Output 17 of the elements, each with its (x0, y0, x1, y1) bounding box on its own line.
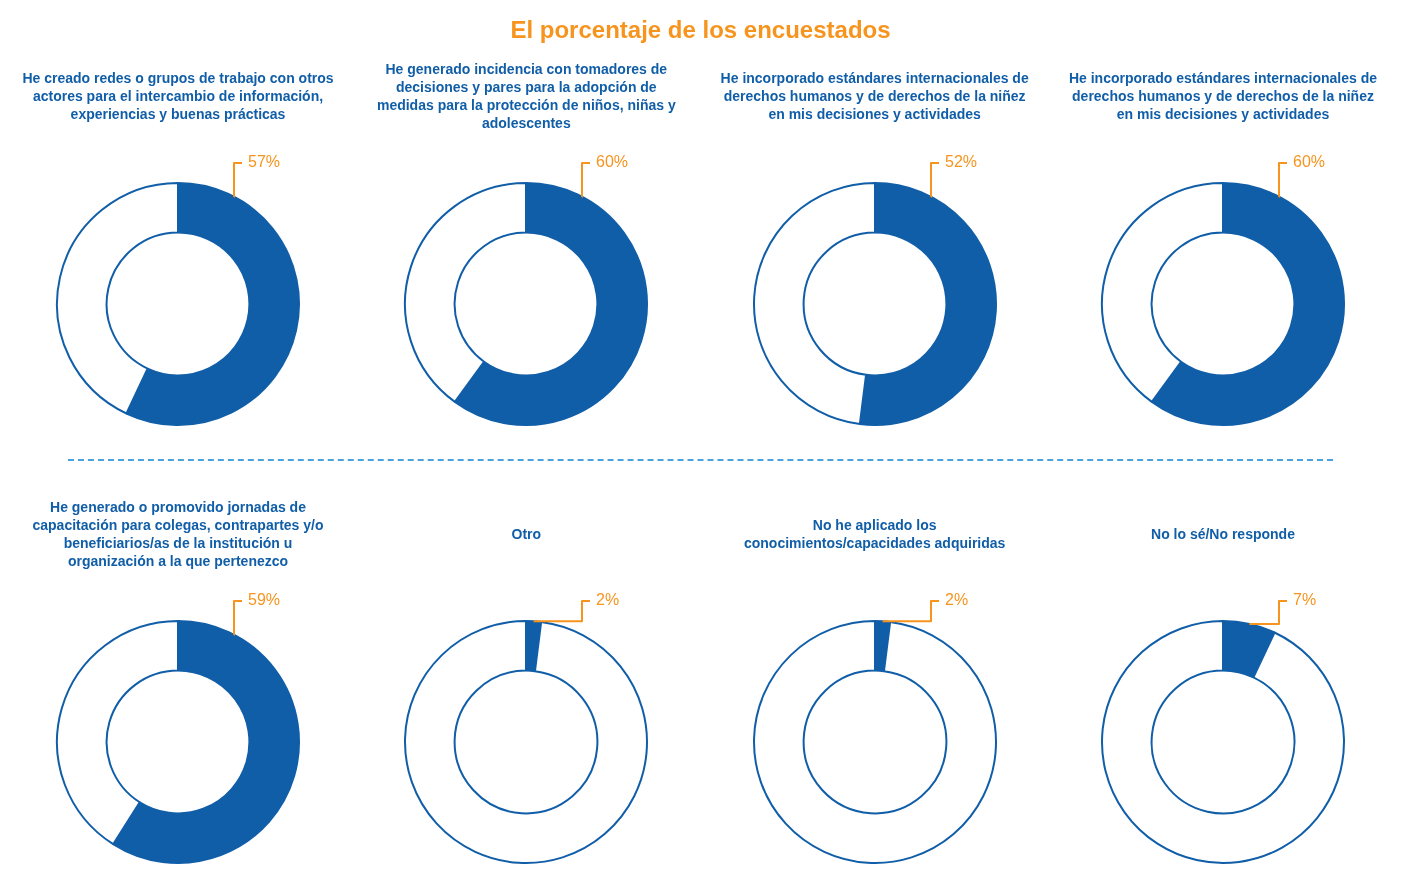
data-label: 7% (1292, 591, 1317, 609)
chart-title: He creado redes o grupos de trabajo con otros actores para el intercambio de información, experiencias y buenas prácticas (21, 69, 335, 124)
data-label: 57% (248, 153, 281, 171)
data-label: 2% (944, 591, 968, 609)
chart-title: No lo sé/No responde (1150, 525, 1296, 544)
chart-title: He incorporado estándares internacionales de derechos humanos y de derechos de la niñez en mis decisiones y actividades (1067, 69, 1379, 124)
chart-title: He generado o promovido jornadas de capacitación para colegas, contrapartes y/o beneficiarios/as de la institución u organización a la que pertenezco (31, 498, 325, 571)
chart-title: He generado incidencia con tomadores de decisiones y pares para la adopción de medidas para la protección de niños, niñas y adolescentes (375, 60, 677, 133)
data-label: 52% (944, 153, 977, 171)
chart-title: He incorporado estándares internacionales de derechos humanos y de derechos de la niñez en mis decisiones y actividades (719, 69, 1030, 124)
data-label: 60% (596, 153, 629, 171)
data-label: 60% (1292, 153, 1326, 171)
data-label: 59% (248, 591, 281, 609)
data-label: 2% (596, 591, 620, 609)
chart-title: Otro (510, 525, 543, 544)
chart-title: No he aplicado los conocimientos/capacidades adquiridas (742, 516, 1007, 553)
text: El porcentaje de los encuestados (510, 16, 891, 44)
